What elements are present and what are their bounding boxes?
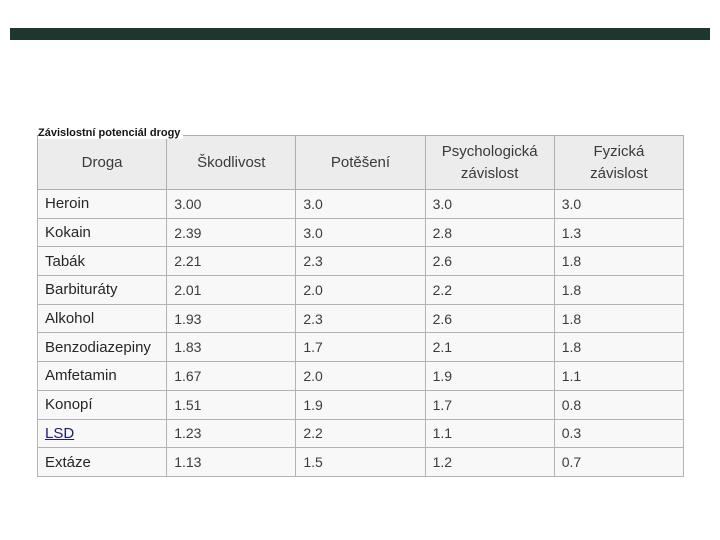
value-cell: 1.2 [424, 447, 555, 477]
value-cell: 1.93 [166, 303, 297, 334]
value-cell: 3.0 [295, 189, 426, 219]
value-cell: 1.7 [424, 389, 555, 420]
drug-name-cell: Alkohol [36, 303, 168, 334]
lsd-link[interactable]: LSD [45, 424, 75, 442]
table-row: Alkohol 1.93 2.3 2.6 1.8 [36, 303, 685, 334]
drug-name-cell: Heroin [36, 189, 168, 219]
column-header-droga: Droga [36, 135, 168, 190]
value-cell: 1.3 [553, 217, 685, 248]
value-cell: 2.01 [166, 275, 297, 305]
table-row: Amfetamin 1.67 2.0 1.9 1.1 [36, 361, 685, 391]
value-cell: 3.0 [295, 217, 426, 248]
value-cell: 2.2 [424, 275, 555, 305]
table-row: Benzodiazepiny 1.83 1.7 2.1 1.8 [36, 332, 685, 363]
value-cell: 1.51 [166, 389, 297, 420]
value-cell: 1.8 [553, 275, 685, 305]
drug-dependency-table: Droga Škodlivost Potěšení Psychologická … [36, 135, 685, 477]
value-cell: 1.9 [424, 361, 555, 391]
table-row: LSD 1.23 2.2 1.1 0.3 [36, 418, 685, 449]
value-cell: 1.8 [553, 303, 685, 334]
column-header-psychologicka-zavislost: Psychologická závislost [424, 135, 555, 190]
value-cell: 1.13 [166, 447, 297, 477]
drug-name-cell: Tabák [36, 246, 168, 277]
column-header-skodlivost: Škodlivost [166, 135, 297, 190]
table-row: Tabák 2.21 2.3 2.6 1.8 [36, 246, 685, 277]
drug-name-cell: Amfetamin [36, 361, 168, 391]
column-header-fyzicka-zavislost: Fyzická závislost [553, 135, 685, 190]
table-row: Barbituráty 2.01 2.0 2.2 1.8 [36, 275, 685, 305]
value-cell: 1.1 [424, 418, 555, 449]
value-cell: 0.8 [553, 389, 685, 420]
value-cell: 2.39 [166, 217, 297, 248]
column-header-poteseni: Potěšení [295, 135, 426, 190]
value-cell: 2.2 [295, 418, 426, 449]
value-cell: 2.6 [424, 246, 555, 277]
value-cell: 2.8 [424, 217, 555, 248]
drug-name-cell: LSD [36, 418, 168, 449]
value-cell: 3.00 [166, 189, 297, 219]
table-row: Konopí 1.51 1.9 1.7 0.8 [36, 389, 685, 420]
drug-name-cell: Extáze [36, 447, 168, 477]
value-cell: 1.67 [166, 361, 297, 391]
value-cell: 1.1 [553, 361, 685, 391]
drug-name-cell: Kokain [36, 217, 168, 248]
value-cell: 0.3 [553, 418, 685, 449]
drug-name-cell: Benzodiazepiny [36, 332, 168, 363]
value-cell: 2.6 [424, 303, 555, 334]
top-accent-bar [10, 28, 710, 40]
header-row: Droga Škodlivost Potěšení Psychologická … [36, 135, 685, 190]
value-cell: 2.3 [295, 246, 426, 277]
value-cell: 3.0 [424, 189, 555, 219]
value-cell: 2.3 [295, 303, 426, 334]
value-cell: 2.21 [166, 246, 297, 277]
table-row: Heroin 3.00 3.0 3.0 3.0 [36, 189, 685, 219]
table-caption: Závislostní potenciál drogy [38, 127, 184, 139]
drug-name-cell: Konopí [36, 389, 168, 420]
value-cell: 1.5 [295, 447, 426, 477]
value-cell: 3.0 [553, 189, 685, 219]
value-cell: 2.0 [295, 361, 426, 391]
value-cell: 1.8 [553, 332, 685, 363]
table-row: Kokain 2.39 3.0 2.8 1.3 [36, 217, 685, 248]
value-cell: 1.23 [166, 418, 297, 449]
value-cell: 1.83 [166, 332, 297, 363]
value-cell: 2.0 [295, 275, 426, 305]
value-cell: 2.1 [424, 332, 555, 363]
value-cell: 1.7 [295, 332, 426, 363]
value-cell: 1.9 [295, 389, 426, 420]
value-cell: 1.8 [553, 246, 685, 277]
drug-name-cell: Barbituráty [36, 275, 168, 305]
table-row: Extáze 1.13 1.5 1.2 0.7 [36, 447, 685, 477]
value-cell: 0.7 [553, 447, 685, 477]
